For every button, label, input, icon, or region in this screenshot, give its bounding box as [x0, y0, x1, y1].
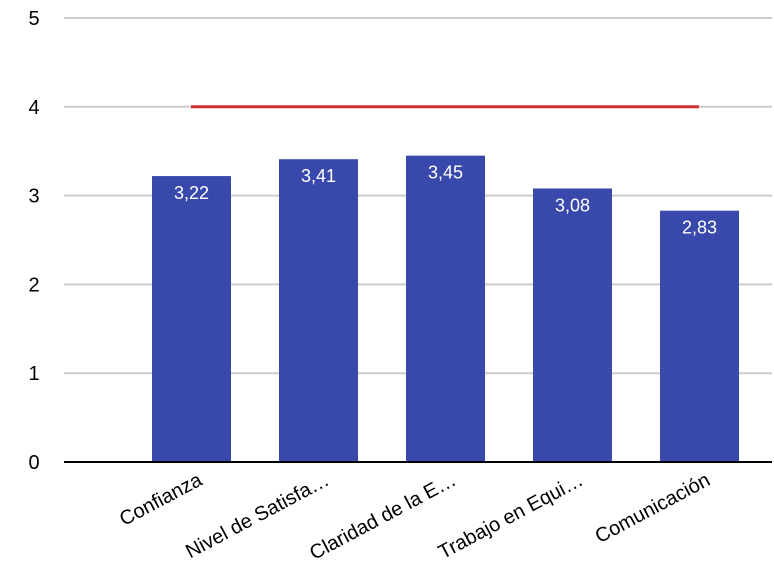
bar-data-label: 2,83	[682, 218, 717, 238]
bar-data-label: 3,22	[174, 183, 209, 203]
bar-data-label: 3,08	[555, 195, 590, 215]
bar	[406, 155, 485, 462]
bar	[660, 210, 739, 462]
y-tick-label: 0	[28, 452, 39, 474]
y-tick-label: 2	[28, 274, 39, 296]
y-tick-label: 1	[28, 363, 39, 385]
x-category-label: Confianza	[116, 469, 207, 531]
y-tick-label: 5	[28, 8, 39, 30]
bar-data-label: 3,45	[428, 163, 463, 183]
y-axis-tick-labels: 0 1 2 3 4 5	[28, 8, 39, 474]
bar	[279, 159, 358, 462]
bars	[152, 155, 739, 462]
y-tick-label: 3	[28, 186, 39, 208]
bar	[533, 188, 612, 462]
bar	[152, 176, 231, 462]
bar-data-labels: 3,22 3,41 3,45 3,08 2,83	[174, 163, 717, 238]
y-tick-label: 4	[28, 97, 39, 119]
x-category-label: Trabajo en Equi…	[435, 469, 587, 564]
x-category-label: Comunicación	[592, 469, 714, 548]
bar-data-label: 3,41	[301, 166, 336, 186]
